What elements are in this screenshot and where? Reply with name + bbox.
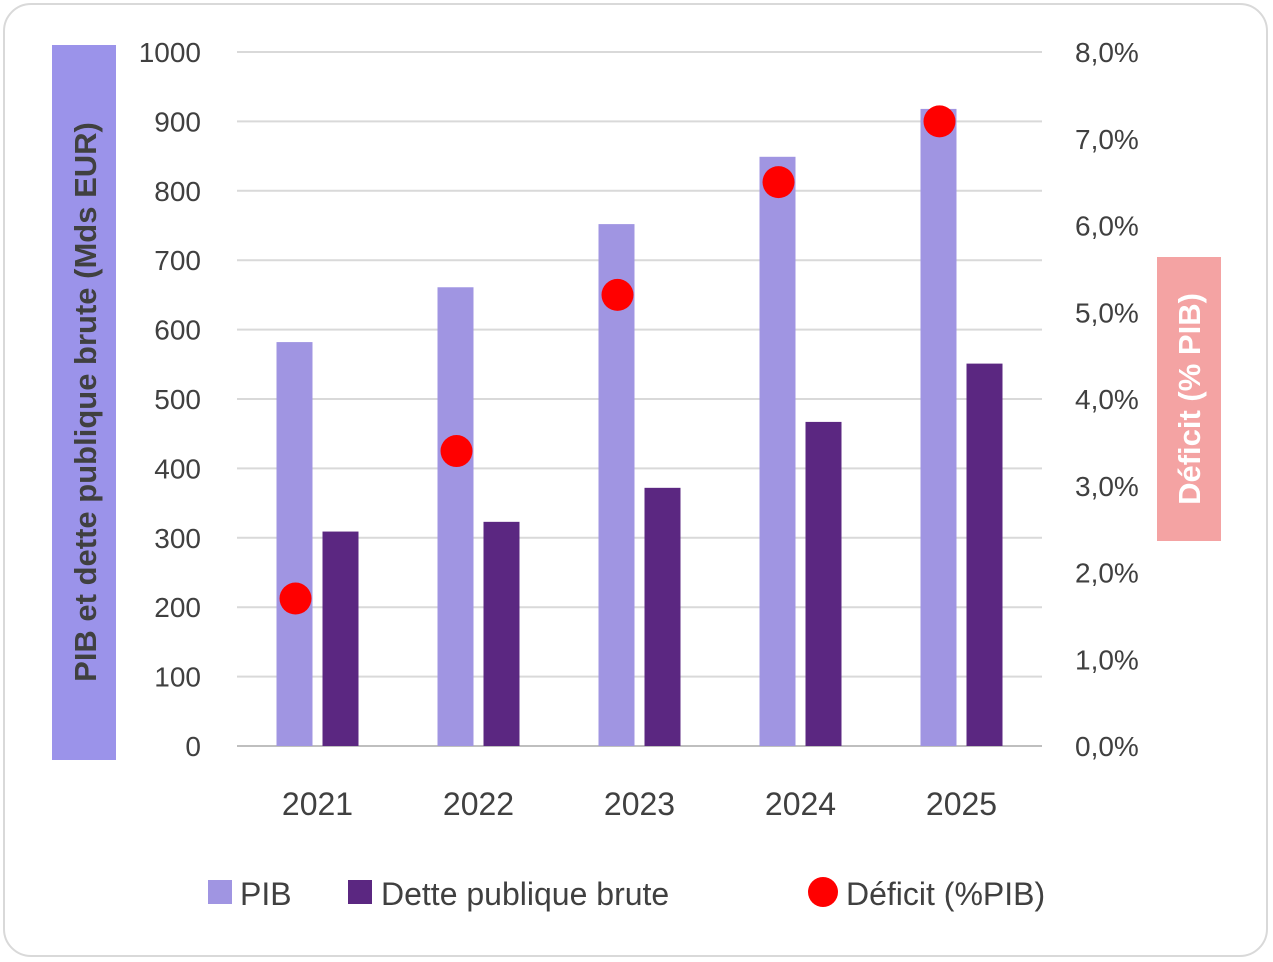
bar-pib [276,342,313,746]
right-tick-label: 1,0% [1075,644,1139,675]
right-tick-label: 8,0% [1075,37,1139,68]
right-axis-title-bg [1157,257,1221,541]
deficit-point [601,278,634,311]
x-tick-label: 2023 [604,786,675,822]
legend-label-dette: Dette publique brute [381,876,669,912]
legend-label-deficit: Déficit (%PIB) [846,876,1045,912]
bar-pib [759,156,796,746]
right-axis-title: Déficit (% PIB) [1172,293,1207,505]
legend-marker-deficit [808,877,838,907]
legend-swatch-pib [208,880,232,904]
left-tick-label: 800 [154,176,201,207]
right-tick-label: 6,0% [1075,211,1139,242]
bar-dette [483,521,520,746]
deficit-point [440,435,473,468]
left-tick-label: 100 [154,662,201,693]
bar-dette [644,487,681,746]
bar-pib [920,108,957,746]
left-tick-label: 0 [185,731,201,762]
left-axis-title: PIB et dette publique brute (Mds EUR) [68,122,103,682]
deficit-points [279,105,956,615]
left-axis-ticks: 0 100 200 300 400 500 600 700 800 900 1000 [139,37,201,762]
x-tick-label: 2021 [282,786,353,822]
x-tick-label: 2025 [926,786,997,822]
chart-frame [3,3,1268,957]
left-tick-label: 400 [154,453,201,484]
left-axis-title-bg [52,45,116,760]
deficit-point [923,105,956,138]
bar-dette [322,531,359,746]
right-axis-ticks: 0,0% 1,0% 2,0% 3,0% 4,0% 5,0% 6,0% 7,0% 8,0% [1075,37,1139,762]
left-tick-label: 500 [154,384,201,415]
bars [276,108,1003,746]
right-tick-label: 4,0% [1075,384,1139,415]
left-tick-label: 300 [154,523,201,554]
left-tick-label: 700 [154,245,201,276]
x-tick-label: 2022 [443,786,514,822]
left-tick-label: 900 [154,106,201,137]
bar-pib [598,224,635,746]
bar-dette [805,421,842,746]
x-tick-label: 2024 [765,786,836,822]
right-tick-label: 7,0% [1075,124,1139,155]
gridlines [237,51,1042,747]
right-tick-label: 3,0% [1075,471,1139,502]
legend-label-pib: PIB [240,876,292,912]
left-tick-label: 200 [154,592,201,623]
bar-pib [437,287,474,746]
bar-dette [966,363,1003,746]
legend: PIB Dette publique brute Déficit (%PIB) [208,876,1045,912]
right-tick-label: 5,0% [1075,297,1139,328]
deficit-point [279,582,312,615]
deficit-point [762,166,795,199]
left-tick-label: 600 [154,315,201,346]
left-tick-label: 1000 [139,37,201,68]
right-tick-label: 0,0% [1075,731,1139,762]
legend-swatch-dette [348,880,372,904]
right-tick-label: 2,0% [1075,558,1139,589]
x-axis-ticks: 2021 2022 2023 2024 2025 [282,786,997,822]
